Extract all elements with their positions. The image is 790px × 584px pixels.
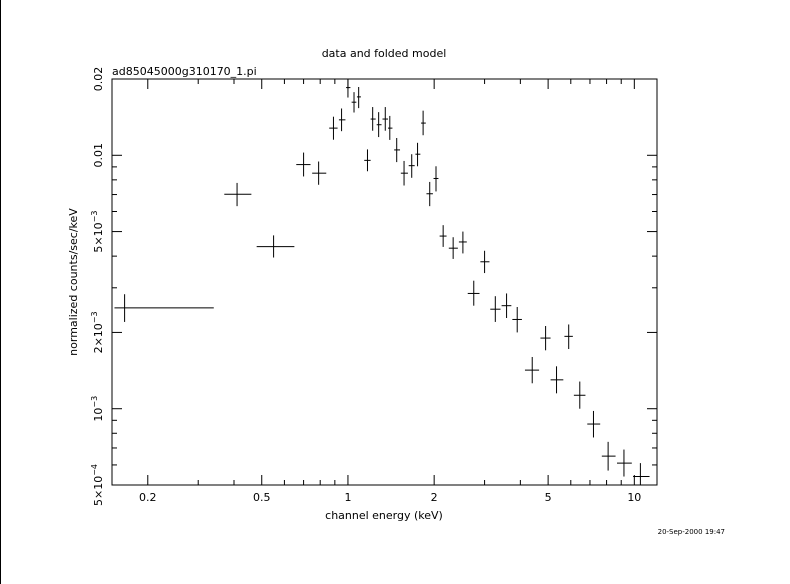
data-point	[394, 138, 401, 163]
chart-title: data and folded model	[322, 47, 447, 60]
data-point	[370, 107, 376, 131]
data-point	[312, 161, 327, 185]
data-point	[633, 463, 650, 485]
data-point	[550, 366, 564, 394]
x-tick-label: 10	[627, 491, 641, 504]
data-point	[540, 326, 551, 351]
x-axis: 0.2 0.5 1 2 5 10	[139, 79, 641, 504]
y-tick-label: 2×10−3	[90, 311, 105, 353]
data-point	[458, 231, 467, 254]
x-axis-label: channel energy (keV)	[325, 509, 443, 522]
data-point	[382, 107, 389, 131]
plot-frame	[111, 78, 658, 486]
data-point	[448, 237, 458, 259]
data-point	[351, 92, 357, 113]
y-tick-label: 5×10−3	[90, 211, 105, 253]
data-point	[376, 112, 382, 138]
data-point	[400, 160, 408, 186]
data-point	[564, 324, 573, 350]
data-point	[601, 441, 616, 471]
data-point	[224, 182, 252, 207]
data-point	[338, 108, 346, 132]
x-tick-label: 1	[344, 491, 351, 504]
data-point	[439, 225, 447, 247]
data-point	[114, 294, 214, 322]
y-tick-label: 5×10−4	[90, 464, 105, 506]
data-point	[480, 250, 490, 274]
data-point	[617, 449, 632, 477]
y-axis-label: normalized counts/sec/keV	[67, 208, 80, 356]
timestamp: 20-Sep-2000 19:47	[658, 528, 725, 536]
data-point	[573, 381, 586, 409]
data-point	[490, 296, 501, 322]
data-point	[364, 149, 371, 172]
x-tick-label: 0.5	[253, 491, 271, 504]
data-point	[408, 154, 415, 178]
data-point	[433, 166, 439, 192]
y-tick-label: 0.02	[92, 67, 105, 92]
x-tick-label: 0.2	[139, 491, 157, 504]
data-point	[467, 280, 480, 306]
data-point	[512, 306, 522, 333]
x-tick-label: 5	[545, 491, 552, 504]
y-tick-label: 10−3	[90, 396, 105, 422]
data-point	[426, 181, 433, 207]
data-point	[296, 152, 311, 177]
data-point	[415, 142, 421, 167]
x-tick-label: 2	[431, 491, 438, 504]
data-points	[114, 79, 650, 485]
data-point	[501, 293, 512, 319]
data-point	[421, 110, 426, 136]
data-point	[356, 86, 361, 109]
y-axis: 5×10−4 10−3 2×10−3 5×10−3 0.01 0.02	[90, 67, 657, 506]
data-point	[256, 235, 295, 258]
chart-subtitle: ad85045000g310170_1.pi	[112, 65, 257, 78]
data-point	[346, 79, 351, 98]
y-tick-label: 0.01	[92, 143, 105, 168]
data-point	[524, 356, 540, 384]
data-point	[329, 116, 338, 140]
data-point	[388, 115, 393, 140]
data-point	[587, 410, 601, 438]
